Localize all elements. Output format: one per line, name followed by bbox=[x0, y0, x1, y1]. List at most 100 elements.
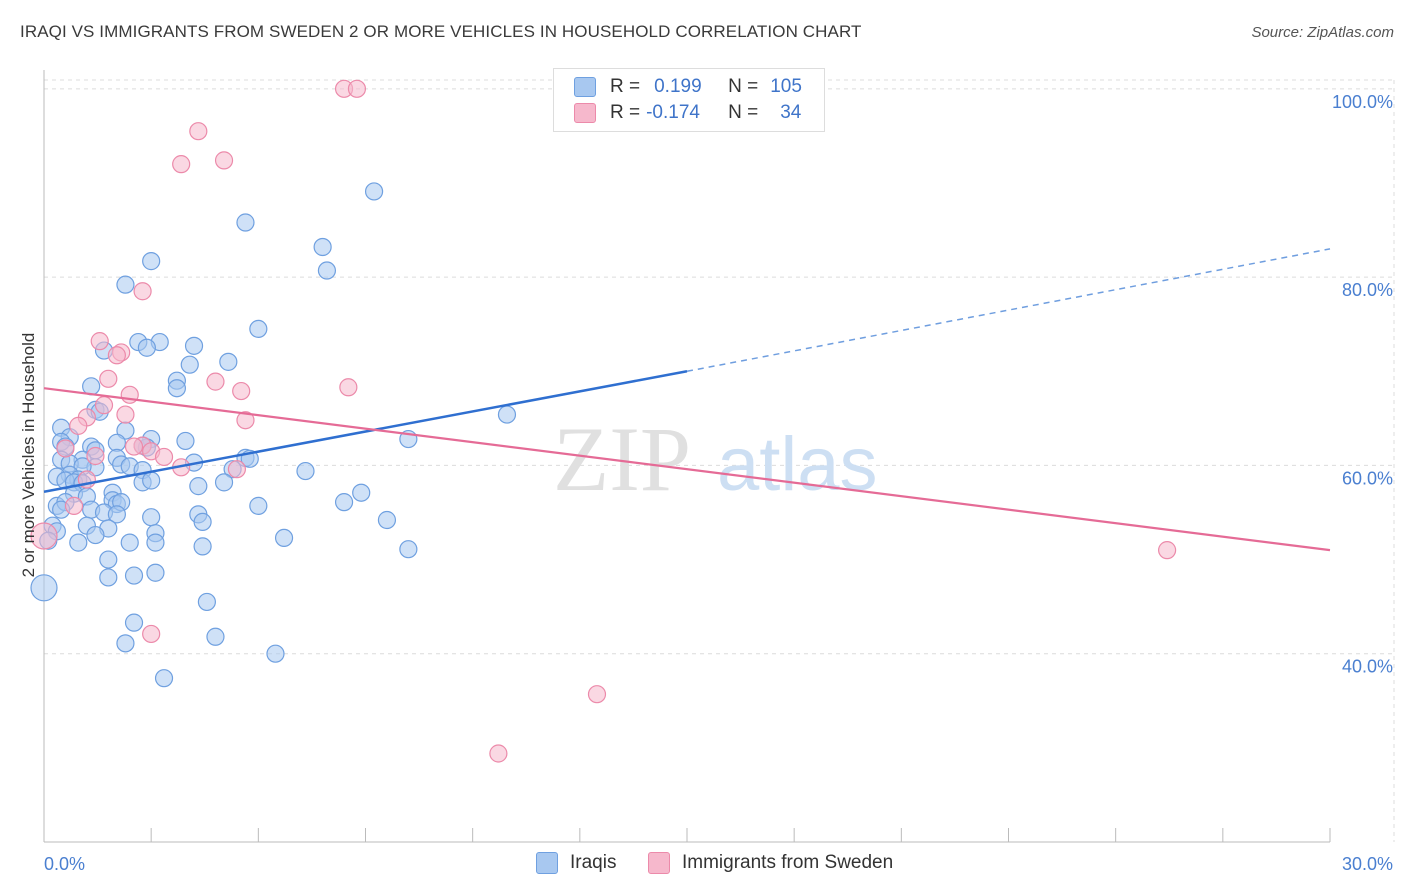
point-iraqis bbox=[142, 508, 161, 527]
legend-row-iraqis: R = 0.199 N = 105 bbox=[574, 74, 802, 100]
legend-item-sweden: Immigrants from Sweden bbox=[648, 852, 893, 874]
point-iraqis bbox=[146, 563, 165, 582]
point-iraqis bbox=[193, 512, 212, 532]
point-sweden bbox=[90, 332, 109, 351]
point-sweden bbox=[142, 624, 161, 644]
point-iraqis bbox=[107, 505, 126, 524]
legend-n-label: N = bbox=[728, 76, 759, 97]
point-iraqis bbox=[120, 533, 139, 552]
trend-lines bbox=[43, 248, 1331, 552]
trend-line-sweden bbox=[43, 387, 1331, 552]
point-iraqis bbox=[99, 550, 118, 569]
point-sweden bbox=[154, 447, 174, 467]
point-iraqis bbox=[296, 461, 315, 481]
watermark: ZIP atlas bbox=[553, 408, 878, 510]
point-sweden bbox=[347, 79, 367, 98]
point-sweden bbox=[133, 282, 152, 301]
point-iraqis bbox=[206, 627, 225, 646]
point-sweden bbox=[107, 346, 126, 365]
point-iraqis bbox=[124, 613, 144, 632]
point-sweden bbox=[1158, 541, 1177, 560]
y-tick-label: 60.0% bbox=[1342, 468, 1393, 488]
legend-r-value: -0.174 bbox=[646, 102, 700, 123]
chart-title: IRAQI VS IMMIGRANTS FROM SWEDEN 2 OR MOR… bbox=[20, 22, 862, 41]
point-sweden bbox=[86, 446, 105, 466]
point-iraqis bbox=[137, 338, 156, 357]
point-sweden bbox=[189, 122, 208, 141]
axes bbox=[43, 70, 1331, 843]
legend-item-iraqis: Iraqis bbox=[536, 852, 616, 874]
point-sweden bbox=[116, 405, 135, 424]
legend-n-value: 34 bbox=[780, 102, 802, 123]
point-iraqis bbox=[82, 377, 101, 396]
point-sweden bbox=[489, 744, 508, 763]
watermark-zip: ZIP bbox=[553, 408, 691, 510]
point-sweden bbox=[56, 439, 75, 458]
point-iraqis bbox=[334, 493, 354, 512]
correlation-legend: R = 0.199 N = 105 R = -0.174 N = 34 bbox=[553, 68, 825, 132]
point-sweden bbox=[232, 381, 251, 401]
point-iraqis bbox=[266, 644, 285, 663]
point-sweden bbox=[206, 372, 225, 391]
point-iraqis bbox=[214, 473, 234, 492]
point-iraqis bbox=[107, 433, 126, 452]
point-iraqis bbox=[274, 528, 294, 548]
point-iraqis bbox=[219, 352, 238, 371]
point-iraqis bbox=[184, 336, 204, 355]
point-sweden bbox=[214, 151, 234, 170]
legend-swatch-sweden bbox=[648, 852, 670, 874]
point-iraqis bbox=[249, 319, 268, 339]
legend-r-label: R = bbox=[610, 102, 641, 123]
y-tick-label: 40.0% bbox=[1342, 657, 1393, 677]
point-iraqis bbox=[176, 431, 195, 451]
point-sweden bbox=[99, 369, 118, 388]
points bbox=[30, 79, 1177, 763]
y-tick-label: 100.0% bbox=[1332, 92, 1393, 112]
point-sweden bbox=[227, 460, 246, 479]
point-sweden bbox=[94, 396, 114, 415]
point-iraqis bbox=[377, 510, 397, 530]
point-iraqis bbox=[197, 592, 216, 612]
point-iraqis bbox=[352, 483, 371, 502]
point-iraqis bbox=[313, 237, 332, 257]
point-sweden bbox=[587, 685, 607, 704]
legend-label-iraqis: Iraqis bbox=[570, 852, 617, 873]
series-legend: Iraqis Immigrants from Sweden bbox=[0, 852, 1406, 878]
point-iraqis bbox=[116, 275, 135, 294]
point-sweden bbox=[172, 155, 191, 174]
point-iraqis bbox=[364, 182, 384, 201]
point-sweden bbox=[64, 496, 84, 515]
legend-r-value: 0.199 bbox=[654, 76, 702, 97]
x-tick-label: 30.0% bbox=[1342, 854, 1393, 874]
point-sweden bbox=[30, 522, 58, 550]
point-sweden bbox=[339, 378, 358, 397]
legend-swatch-iraqis bbox=[574, 77, 596, 97]
legend-label-sweden: Immigrants from Sweden bbox=[682, 852, 894, 873]
trend-line-iraqis-extension bbox=[686, 248, 1331, 373]
point-iraqis bbox=[193, 537, 212, 556]
point-iraqis bbox=[146, 533, 165, 552]
point-iraqis bbox=[142, 252, 161, 271]
point-iraqis bbox=[154, 669, 174, 688]
y-axis-label: 2 or more Vehicles in Household bbox=[19, 333, 38, 578]
point-iraqis bbox=[99, 568, 118, 587]
x-tick-label: 0.0% bbox=[44, 854, 85, 874]
point-iraqis bbox=[317, 261, 337, 280]
point-iraqis bbox=[30, 574, 58, 602]
point-iraqis bbox=[69, 533, 88, 552]
point-iraqis bbox=[167, 379, 186, 398]
legend-n-value: 105 bbox=[770, 76, 802, 97]
trend-line-iraqis bbox=[43, 370, 688, 494]
point-iraqis bbox=[236, 213, 255, 232]
point-iraqis bbox=[497, 405, 517, 424]
watermark-atlas: atlas bbox=[717, 422, 878, 507]
chart-source: Source: ZipAtlas.com bbox=[1251, 24, 1394, 41]
point-iraqis bbox=[116, 634, 135, 653]
point-iraqis bbox=[86, 525, 105, 545]
point-iraqis bbox=[142, 471, 161, 490]
point-sweden bbox=[124, 437, 144, 456]
legend-r-label: R = bbox=[610, 76, 641, 97]
legend-row-sweden: R = -0.174 N = 34 bbox=[574, 100, 801, 126]
y-tick-label: 80.0% bbox=[1342, 280, 1393, 300]
